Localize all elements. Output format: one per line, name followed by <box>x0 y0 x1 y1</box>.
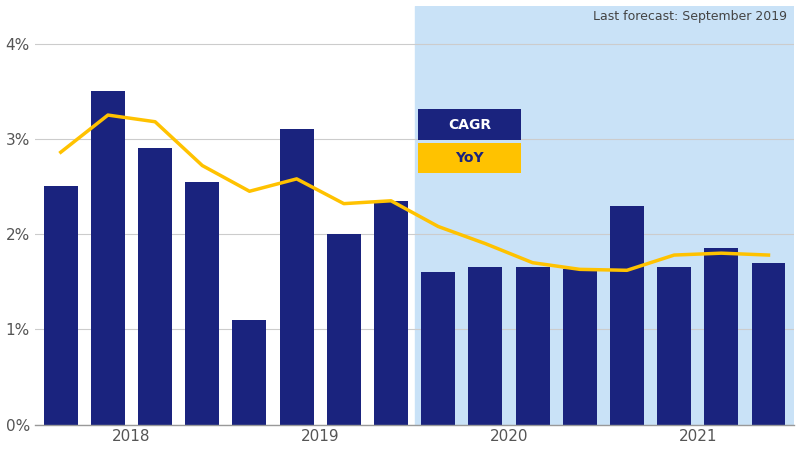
Bar <box>704 248 738 425</box>
FancyBboxPatch shape <box>418 109 521 140</box>
Bar <box>186 182 219 425</box>
Bar <box>327 234 361 425</box>
FancyBboxPatch shape <box>418 143 521 173</box>
Bar <box>44 186 78 425</box>
Bar <box>374 201 408 425</box>
Bar <box>562 270 597 425</box>
Text: CAGR: CAGR <box>448 117 491 131</box>
Bar <box>280 129 314 425</box>
Bar <box>610 206 644 425</box>
Bar <box>414 5 794 425</box>
Text: YoY: YoY <box>455 151 484 165</box>
Bar <box>751 263 786 425</box>
Bar <box>469 267 502 425</box>
Bar <box>91 91 125 425</box>
Bar <box>422 272 455 425</box>
Bar <box>138 148 172 425</box>
Text: Last forecast: September 2019: Last forecast: September 2019 <box>593 10 787 23</box>
Bar <box>515 267 550 425</box>
Bar <box>233 320 266 425</box>
Bar <box>657 267 691 425</box>
